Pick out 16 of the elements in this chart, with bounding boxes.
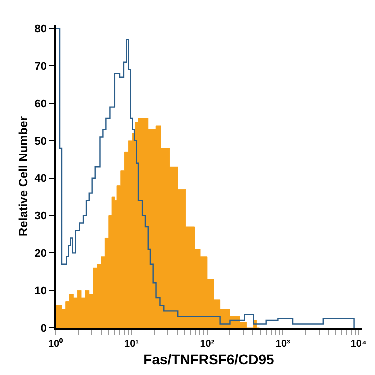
x-tick-label: 10³ (276, 338, 292, 350)
y-tick-label: 40 (34, 173, 48, 186)
x-axis-title: Fas/TNFRSF6/CD95 (144, 352, 275, 368)
y-axis-title: Relative Cell Number (16, 116, 31, 237)
y-tick-label: 30 (34, 210, 48, 223)
x-tick-label: 10¹ (124, 338, 140, 350)
y-tick-label: 10 (34, 285, 48, 298)
x-tick-label: 10⁰ (48, 338, 64, 350)
y-tick-label: 50 (34, 136, 48, 148)
y-tick-label: 0 (40, 322, 48, 335)
x-tick-label: 10⁴ (350, 338, 367, 350)
y-tick-label: 20 (34, 248, 48, 260)
x-tick-label: 10² (200, 338, 216, 350)
y-tick-label: 70 (34, 61, 48, 73)
y-tick-label: 60 (34, 98, 48, 110)
y-tick-label: 80 (34, 24, 48, 36)
